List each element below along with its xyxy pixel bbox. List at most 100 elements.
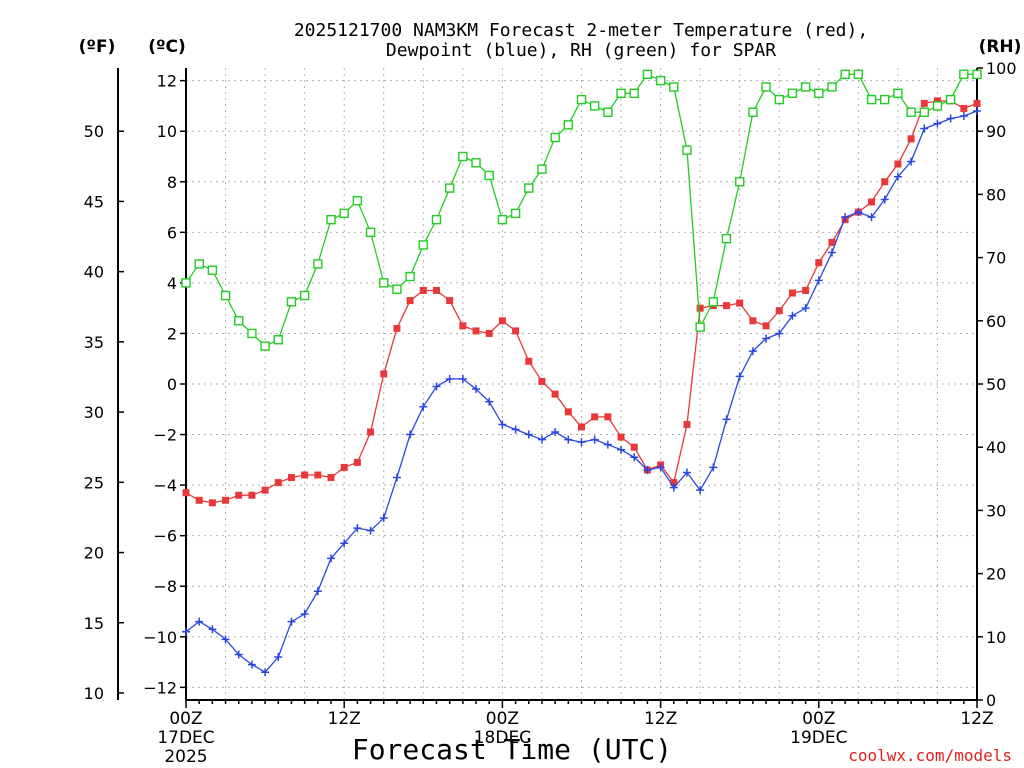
temperature-point	[485, 329, 493, 337]
dewpoint-point	[234, 650, 243, 659]
rh-point	[695, 322, 705, 332]
dewpoint-point	[643, 465, 652, 474]
temperature-point	[222, 496, 230, 504]
rh-point	[220, 290, 231, 301]
x-axis-title: Forecast Time (UTC)	[352, 733, 672, 766]
x-date-label: 18DEC	[474, 728, 531, 748]
dewpoint-point	[814, 276, 823, 285]
fahrenheit-tick-label: 45	[84, 192, 104, 211]
fahrenheit-tick-label: 15	[84, 614, 104, 633]
temperature-point	[578, 423, 585, 431]
rh-point	[286, 297, 297, 307]
celsius-tick-label: −10	[143, 628, 177, 647]
rh-point	[866, 94, 877, 105]
temperature-point	[512, 327, 520, 335]
rh-tick-label: 100	[986, 59, 1017, 78]
dewpoint-point	[775, 329, 784, 338]
dewpoint-point	[458, 374, 467, 383]
celsius-unit-label: (ºC)	[148, 37, 186, 57]
dewpoint-point	[735, 372, 744, 381]
x-year-label: 2025	[164, 747, 207, 767]
temperature-point	[182, 489, 190, 497]
fahrenheit-unit-label: (ºF)	[79, 37, 116, 57]
rh-point	[629, 88, 639, 98]
dewpoint-point	[893, 172, 902, 181]
temperature-point	[828, 238, 836, 246]
rh-point	[326, 214, 336, 225]
rh-unit-label: (RH)	[979, 37, 1022, 57]
temperature-point	[894, 160, 902, 168]
dewpoint-point	[472, 385, 481, 394]
dewpoint-point	[841, 213, 850, 222]
dewpoint-point	[327, 554, 336, 563]
rh-point	[313, 259, 323, 269]
rh-point	[576, 94, 587, 105]
dewpoint-point	[920, 124, 929, 133]
dewpoint-point	[498, 420, 507, 429]
celsius-tick-label: 8	[167, 173, 177, 192]
temperature-point	[353, 458, 361, 466]
x-tick-label: 00Z	[802, 709, 835, 729]
rh-point	[669, 82, 679, 92]
x-tick-label: 00Z	[486, 709, 519, 729]
temperature-point	[933, 97, 941, 105]
temperature-point	[788, 289, 796, 297]
rh-point	[471, 158, 481, 168]
temperature-point	[367, 428, 375, 436]
dewpoint-point	[854, 208, 863, 217]
dewpoint-point	[801, 304, 810, 313]
rh-point	[589, 101, 600, 111]
rh-point	[365, 227, 376, 238]
x-tick-label: 00Z	[169, 709, 202, 729]
temperature-point	[538, 377, 546, 385]
rh-point	[932, 101, 943, 111]
rh-tick-label: 60	[986, 312, 1006, 331]
dewpoint-point	[313, 587, 322, 596]
rh-point	[735, 177, 745, 187]
dewpoint-point	[221, 635, 230, 644]
dewpoint-point	[603, 440, 612, 449]
dewpoint-point	[669, 483, 678, 492]
series-open-square	[181, 69, 982, 351]
rh-point	[352, 196, 363, 206]
dewpoint-point	[867, 213, 876, 222]
temperature-point	[736, 299, 744, 307]
rh-point	[510, 208, 521, 219]
rh-point	[392, 284, 402, 294]
dewpoint-point	[366, 526, 375, 535]
dewpoint-point	[880, 195, 889, 204]
credit-label: coolwx.com/models	[848, 746, 1012, 765]
dewpoint-point	[656, 463, 665, 472]
temperature-point	[881, 178, 889, 186]
rh-tick-label: 70	[986, 249, 1006, 268]
rh-point	[444, 183, 455, 193]
rh-point	[708, 297, 719, 307]
x-tick-label: 12Z	[644, 709, 677, 729]
dewpoint-point	[722, 415, 731, 424]
dewpoint-point	[590, 435, 599, 444]
rh-point	[207, 265, 218, 275]
dewpoint-point	[537, 435, 546, 444]
fahrenheit-tick-label: 30	[84, 403, 104, 422]
rh-point	[339, 208, 349, 219]
dewpoint-point	[247, 660, 256, 669]
dewpoint-point	[959, 112, 968, 121]
celsius-tick-label: −8	[153, 577, 177, 596]
temperature-point	[564, 408, 572, 416]
axis-ticks: 121086420−2−4−6−8−10−1250454035302520151…	[84, 59, 1017, 767]
rh-point	[299, 290, 310, 301]
temperature-point	[868, 198, 876, 206]
temperature-point	[617, 433, 625, 441]
rh-point	[814, 88, 824, 98]
temperature-point	[683, 420, 691, 428]
rh-point	[800, 82, 811, 92]
temperature-point	[551, 390, 559, 398]
temperature-point	[749, 317, 757, 325]
rh-point	[959, 69, 969, 80]
dewpoint-point	[274, 653, 283, 662]
dewpoint-point	[682, 468, 691, 477]
x-tick-label: 12Z	[328, 709, 361, 729]
celsius-tick-label: −12	[143, 678, 177, 697]
rh-point	[181, 278, 191, 288]
rh-point	[906, 107, 916, 117]
